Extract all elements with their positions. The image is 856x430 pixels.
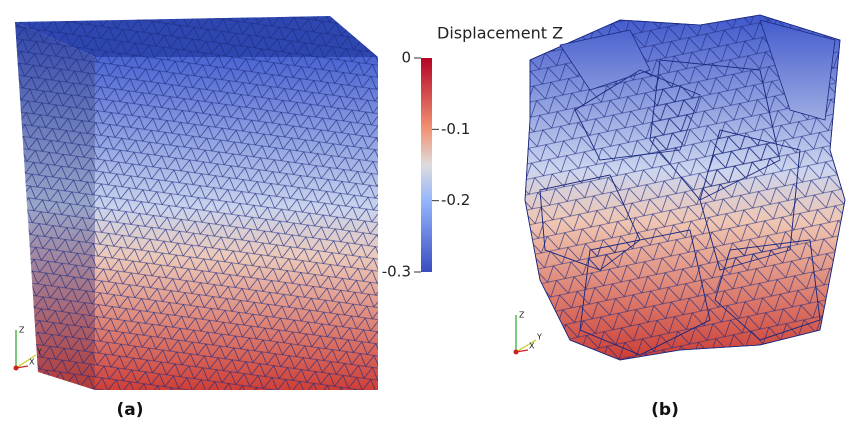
axis-label: Z — [19, 326, 25, 335]
axis-label: X — [29, 358, 35, 367]
axis-label: Y — [536, 333, 542, 342]
colorbar-gradient — [421, 58, 432, 272]
axis-label: Y — [36, 348, 42, 357]
tick-label: -0.3 — [382, 263, 411, 281]
panel-label: (b) — [651, 400, 679, 420]
colorbar-title: Displacement Z — [437, 24, 563, 43]
tick-label: 0 — [401, 49, 411, 67]
panel-labels: (a) (b) — [116, 400, 678, 420]
panel-label: (a) — [116, 400, 143, 420]
figure: Displacement Z 0 -0.1 -0.2 -0.3 (a) (b) Z Y… — [0, 0, 856, 430]
triad-b: Z Y X — [514, 311, 543, 355]
tick-label: -0.2 — [441, 191, 470, 209]
cube-a — [15, 16, 378, 390]
axis-label: X — [529, 342, 535, 351]
fractured-b — [525, 15, 845, 360]
axis-label: Z — [519, 311, 525, 320]
tick-label: -0.1 — [441, 120, 470, 138]
